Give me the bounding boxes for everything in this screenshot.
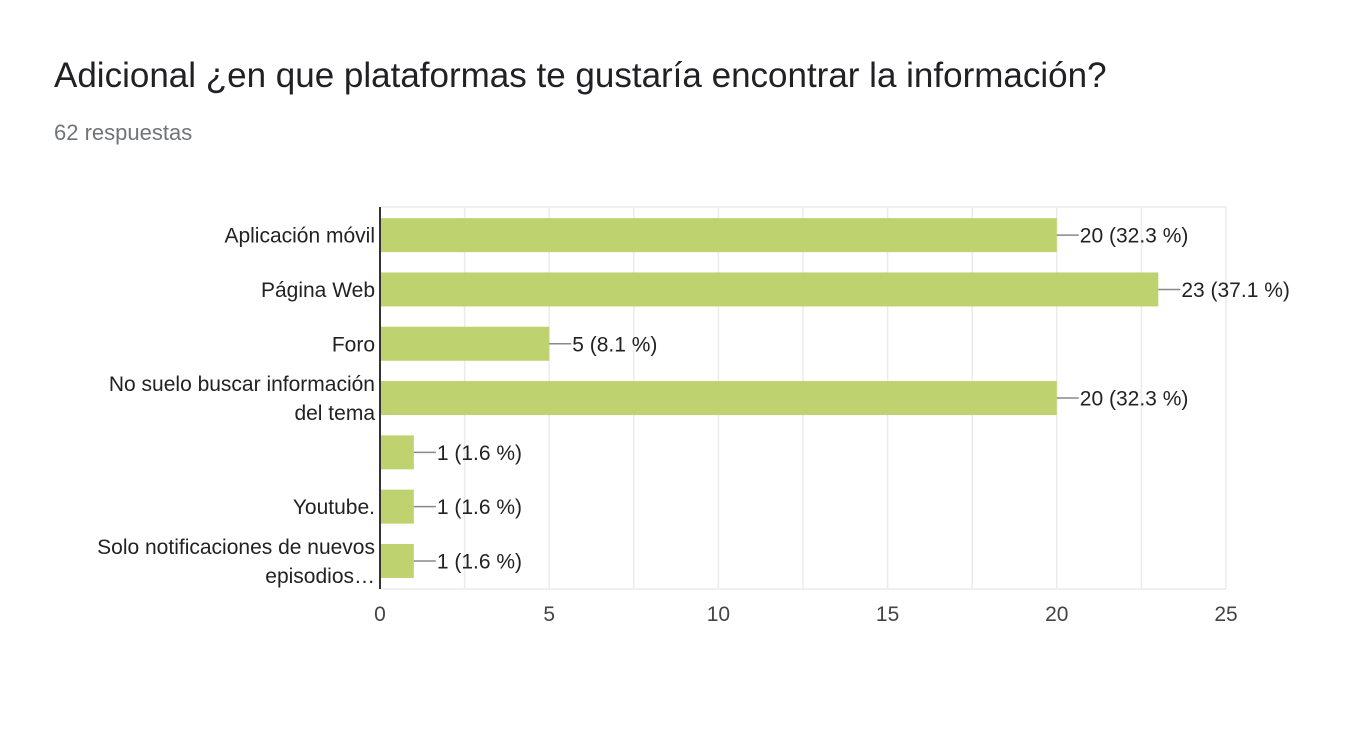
category-label: del tema	[294, 402, 375, 425]
data-label: 1 (1.6 %)	[437, 550, 522, 573]
x-tick-label: 15	[876, 603, 899, 626]
x-tick-label: 10	[707, 603, 730, 626]
category-label: Página Web	[261, 279, 375, 302]
data-label: 20 (32.3 %)	[1080, 388, 1189, 411]
bar	[380, 326, 550, 361]
category-label: Aplicación móvil	[224, 225, 375, 248]
data-label: 5 (8.1 %)	[572, 333, 657, 356]
x-tick-label: 25	[1214, 603, 1237, 626]
bar	[380, 381, 1057, 416]
bar	[380, 435, 414, 470]
data-label: 23 (37.1 %)	[1181, 279, 1290, 302]
category-label: Foro	[332, 333, 375, 356]
data-label: 1 (1.6 %)	[437, 442, 522, 465]
x-tick-label: 5	[543, 603, 555, 626]
category-label: No suelo buscar información	[109, 373, 375, 396]
category-label: Youtube.	[293, 496, 375, 519]
data-label: 1 (1.6 %)	[437, 496, 522, 519]
category-label: episodios…	[265, 565, 375, 588]
bar	[380, 543, 414, 578]
data-label: 20 (32.3 %)	[1080, 225, 1189, 248]
x-tick-label: 0	[374, 603, 386, 626]
response-count: 62 respuestas	[54, 120, 193, 145]
question-title: Adicional ¿en que plataformas te gustarí…	[54, 56, 1107, 95]
x-tick-label: 20	[1045, 603, 1068, 626]
bar	[380, 218, 1057, 253]
category-label: Solo notificaciones de nuevos	[97, 536, 375, 559]
bar	[380, 272, 1159, 307]
bar	[380, 489, 414, 524]
